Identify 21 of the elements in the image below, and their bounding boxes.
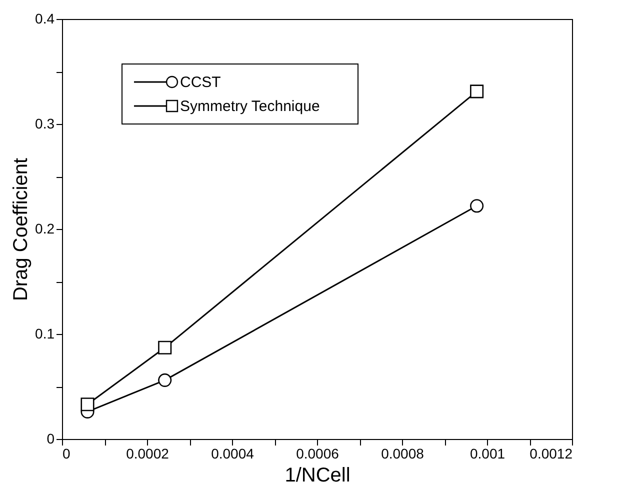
point: [470, 199, 484, 213]
point: [158, 373, 172, 387]
point: [80, 398, 94, 412]
y-axis-title: Drag Coefficient: [10, 158, 32, 302]
x-tick-label: 0.0002: [126, 446, 170, 462]
y-tick-label: 0.2: [35, 220, 55, 236]
y-tick-label: 0.1: [35, 326, 55, 342]
y-tick-label: 0: [46, 430, 55, 446]
x-tick-label: 0.0008: [381, 446, 424, 462]
legend-label: Symmetry Technique: [180, 98, 320, 115]
x-tick-label: 0.0006: [296, 446, 340, 462]
x-tick-label: 0.0012: [530, 446, 573, 462]
legend-label: CCST: [180, 74, 221, 91]
x-axis-title: 1/NCell: [284, 464, 350, 486]
x-tick-label: 0: [62, 446, 70, 462]
y-tick-label: 0.4: [35, 10, 55, 26]
point: [158, 340, 172, 354]
x-tick-label: 0.0004: [211, 446, 254, 462]
point: [470, 84, 484, 98]
y-tick-label: 0.3: [35, 116, 55, 132]
x-tick-label: 0.001: [470, 446, 506, 462]
